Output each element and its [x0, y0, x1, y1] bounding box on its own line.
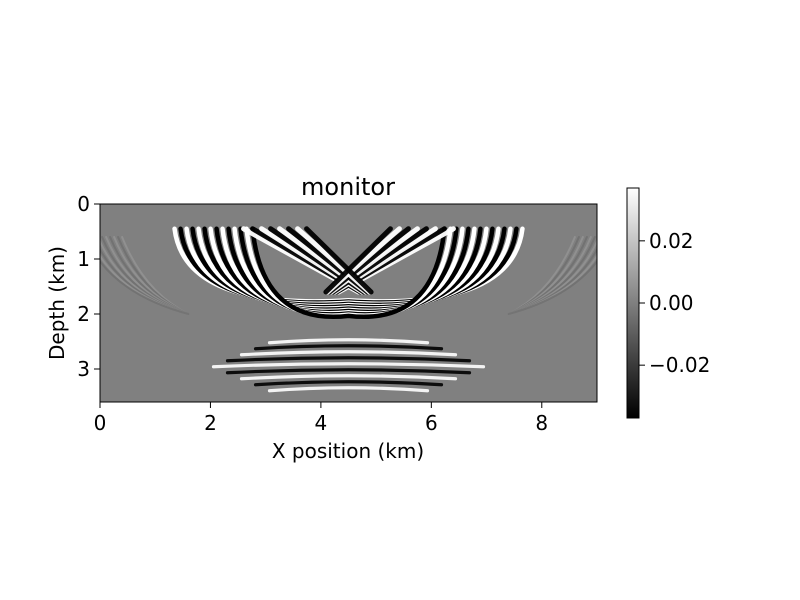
wavefront-band: [304, 226, 374, 295]
wavefront-band: [239, 374, 458, 381]
heatmap-image: [100, 204, 597, 402]
wavefront-band: [225, 368, 472, 375]
x-tick-label: 2: [204, 411, 217, 435]
colorbar-axis: 0.02 0.00 −0.02: [639, 229, 710, 377]
wavefront-band: [239, 350, 458, 357]
colorbar: [626, 187, 640, 419]
x-tick-label: 8: [535, 411, 548, 435]
x-tick-label: 6: [425, 411, 438, 435]
wavefront-band: [323, 226, 393, 295]
x-axis: 0 2 4 6 8: [94, 402, 548, 435]
wavefront-band: [100, 259, 190, 315]
wavefront-band: [267, 386, 430, 393]
wavefront-band: [250, 226, 447, 320]
x-tick-label: 4: [315, 411, 328, 435]
colorbar-tick-label: −0.02: [649, 353, 710, 377]
colorbar-tick-label: 0.02: [649, 229, 694, 253]
wavefront-band: [253, 344, 444, 351]
plot-frame: [99, 203, 598, 403]
y-axis: 0 1 2 3: [77, 192, 100, 381]
wavefront-band: [267, 338, 430, 345]
y-tick-label: 0: [77, 192, 90, 216]
wavefront-band: [225, 356, 472, 363]
wavefront-band: [507, 259, 597, 315]
y-axis-label: Depth (km): [45, 246, 69, 360]
x-tick-label: 0: [94, 411, 107, 435]
y-tick-label: 1: [77, 247, 90, 271]
y-tick-label: 3: [77, 357, 90, 381]
y-tick-label: 2: [77, 302, 90, 326]
wavefront-band: [211, 362, 486, 369]
x-axis-label: X position (km): [272, 439, 424, 463]
colorbar-tick-label: 0.00: [649, 291, 694, 315]
wavefront-band: [253, 380, 444, 387]
chart-title: monitor: [301, 173, 395, 201]
